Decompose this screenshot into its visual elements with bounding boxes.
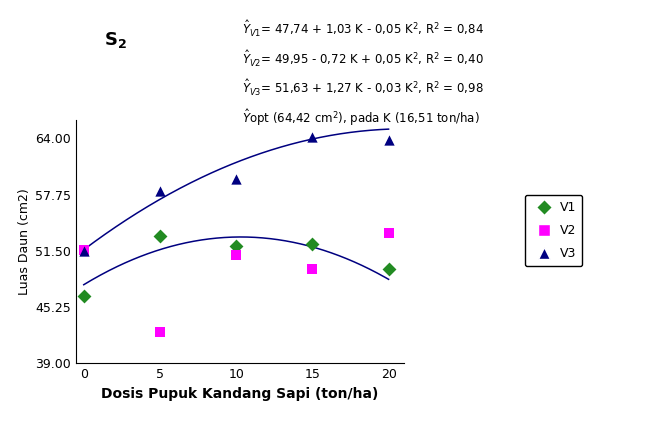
- X-axis label: Dosis Pupuk Kandang Sapi (ton/ha): Dosis Pupuk Kandang Sapi (ton/ha): [101, 387, 379, 401]
- Text: $\hat{Y}_{V3}$= 51,63 + 1,27 K - 0,03 K$^2$, R$^2$ = 0,98: $\hat{Y}_{V3}$= 51,63 + 1,27 K - 0,03 K$…: [242, 78, 483, 98]
- Point: [231, 243, 242, 250]
- Point: [307, 265, 318, 272]
- Text: $\mathbf{S_2}$: $\mathbf{S_2}$: [105, 30, 127, 50]
- Point: [155, 187, 166, 194]
- Point: [155, 233, 166, 240]
- Text: $\hat{Y}_{V2}$= 49,95 - 0,72 K + 0,05 K$^2$, R$^2$ = 0,40: $\hat{Y}_{V2}$= 49,95 - 0,72 K + 0,05 K$…: [242, 49, 483, 69]
- Point: [383, 265, 394, 272]
- Legend: V1, V2, V3: V1, V2, V3: [525, 195, 583, 266]
- Point: [79, 247, 89, 254]
- Point: [383, 230, 394, 236]
- Point: [155, 329, 166, 335]
- Point: [307, 134, 318, 141]
- Point: [307, 240, 318, 247]
- Point: [383, 137, 394, 144]
- Text: $\hat{Y}_{V1}$= 47,74 + 1,03 K - 0,05 K$^2$, R$^2$ = 0,84: $\hat{Y}_{V1}$= 47,74 + 1,03 K - 0,05 K$…: [242, 19, 483, 40]
- Point: [79, 292, 89, 299]
- Point: [231, 175, 242, 182]
- Point: [79, 246, 89, 253]
- Text: $\hat{Y}$opt (64,42 cm$^2$), pada K (16,51 ton/ha): $\hat{Y}$opt (64,42 cm$^2$), pada K (16,…: [242, 107, 479, 128]
- Y-axis label: Luas Daun (cm2): Luas Daun (cm2): [18, 188, 31, 295]
- Point: [231, 252, 242, 259]
